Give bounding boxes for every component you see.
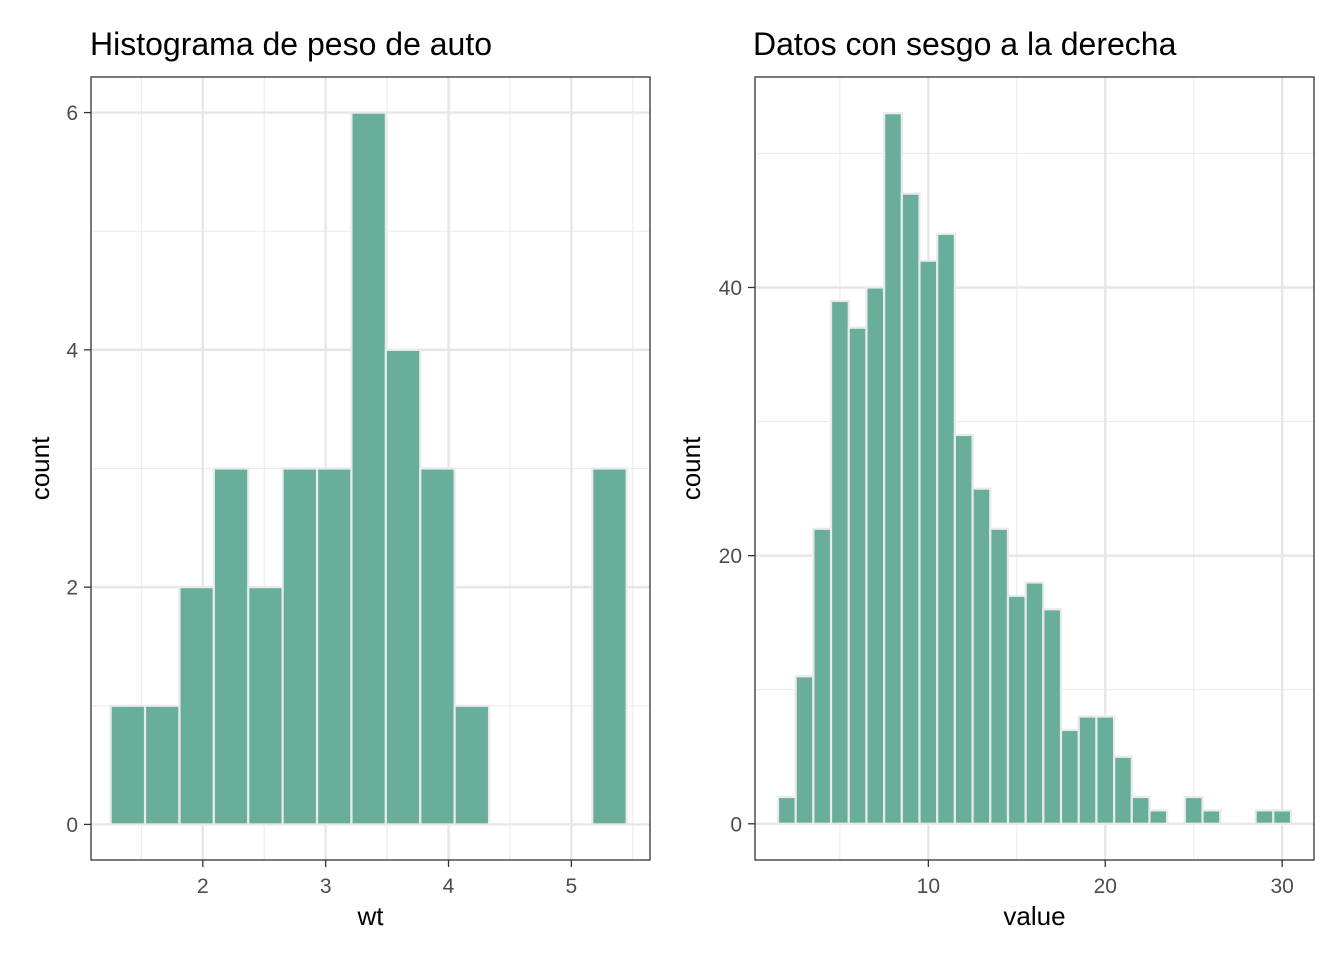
x-axis-ticks: 2 3 4 5 [197, 860, 577, 898]
histogram-bar [1077, 715, 1098, 825]
histogram-bar [989, 527, 1010, 825]
histogram-bar [212, 467, 250, 826]
histogram-bar [247, 586, 284, 826]
bars [109, 111, 628, 826]
plot-border [90, 76, 651, 861]
x-tick-label: 4 [443, 875, 455, 898]
y-tick-label: 40 [719, 277, 742, 300]
x-tick-label: 10 [917, 875, 940, 898]
histogram-bar [936, 232, 956, 825]
histogram-bar [1113, 755, 1133, 825]
histogram-bar [143, 704, 181, 826]
y-tick-label: 20 [719, 545, 742, 568]
bars [776, 112, 1293, 825]
histogram-bar [829, 299, 850, 825]
x-axis-label: wt [357, 901, 385, 931]
histogram-bar [1148, 809, 1169, 825]
histogram-bar [281, 467, 319, 826]
x-tick-label: 3 [320, 875, 332, 898]
histogram-bar [847, 326, 868, 825]
y-tick-label: 2 [66, 577, 78, 600]
plot-border [754, 76, 1315, 861]
x-tick-label: 5 [566, 875, 578, 898]
histogram-bar [384, 348, 422, 826]
histogram-bar [1006, 594, 1027, 825]
chart-title: Histograma de peso de auto [90, 26, 492, 62]
x-tick-label: 30 [1270, 875, 1293, 898]
histogram-bar [794, 675, 815, 825]
x-tick-label: 20 [1094, 875, 1117, 898]
histogram-bar [1272, 809, 1293, 825]
y-axis-ticks: 0 20 40 [719, 277, 755, 836]
x-tick-label: 2 [197, 875, 209, 898]
histogram-bar [971, 487, 992, 825]
histogram-bar [953, 433, 974, 825]
x-axis-label: value [1003, 901, 1065, 931]
y-axis-ticks: 0 2 4 6 [66, 102, 91, 837]
histogram-bar [453, 704, 491, 826]
histogram-bar [1042, 608, 1063, 825]
histogram-bar [591, 467, 628, 826]
histogram-bar [350, 111, 387, 826]
histogram-bar [900, 192, 921, 825]
histogram-bar [315, 467, 353, 826]
histogram-panel-skewed: Datos con sesgo a la derecha 10 20 30 0 20 4… [676, 26, 1315, 931]
histogram-bar [1024, 581, 1045, 825]
histogram-bar [865, 286, 886, 825]
histogram-bar [1095, 715, 1116, 825]
y-axis-label: count [25, 436, 55, 500]
histogram-bar [1201, 809, 1222, 825]
histogram-bar [918, 259, 939, 825]
histogram-bar [1059, 728, 1080, 825]
y-tick-label: 6 [66, 102, 78, 125]
chart-title: Datos con sesgo a la derecha [753, 26, 1177, 62]
histogram-bar [812, 527, 833, 825]
histogram-bar [178, 586, 215, 826]
y-tick-label: 0 [730, 813, 742, 836]
histogram-bar [1254, 809, 1275, 825]
y-tick-label: 4 [66, 339, 78, 362]
histogram-bar [883, 112, 903, 825]
histogram-bar [1130, 795, 1151, 825]
y-tick-label: 0 [66, 814, 78, 837]
x-axis-ticks: 10 20 30 [917, 860, 1294, 898]
y-axis-label: count [676, 436, 706, 500]
histogram-bar [1183, 795, 1204, 825]
histogram-bar [419, 467, 456, 826]
histogram-bar [776, 795, 797, 825]
histogram-bar [109, 704, 147, 826]
